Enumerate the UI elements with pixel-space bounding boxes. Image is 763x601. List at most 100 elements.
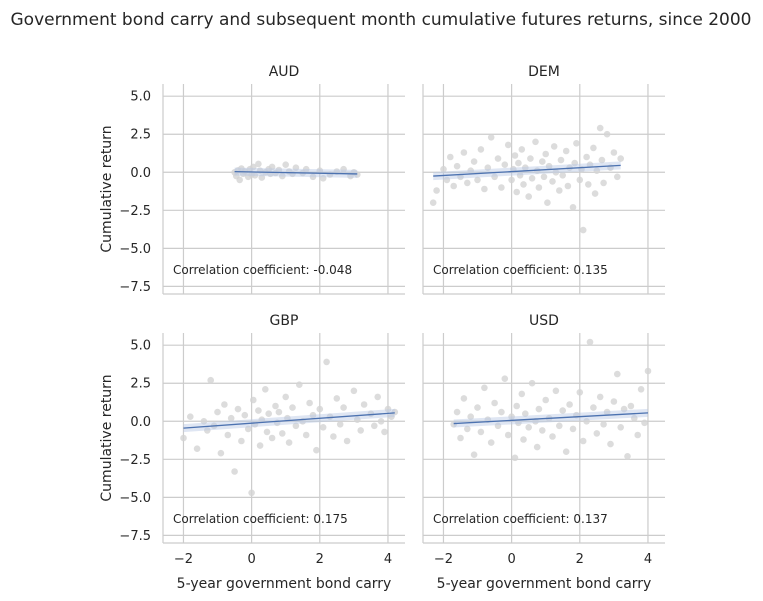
data-point — [600, 421, 607, 428]
data-point — [360, 401, 368, 408]
data-point — [624, 453, 631, 460]
data-point — [474, 176, 481, 184]
data-point — [268, 163, 276, 171]
y-tick-label: 0.0 — [130, 415, 151, 430]
correlation-label: Correlation coefficient: 0.137 — [433, 512, 608, 526]
data-point — [520, 181, 527, 188]
data-point — [309, 173, 317, 181]
y-tick-label: 0.0 — [130, 166, 151, 181]
data-point — [528, 379, 536, 387]
data-point — [527, 155, 534, 162]
data-point — [336, 421, 344, 428]
y-tick-label: 5.0 — [130, 90, 151, 105]
data-point — [258, 174, 266, 181]
x-tick-label: 2 — [576, 552, 584, 567]
data-point — [484, 164, 492, 171]
data-point — [498, 184, 505, 191]
data-point — [282, 161, 290, 168]
data-point — [316, 167, 324, 174]
data-point — [284, 414, 291, 422]
data-point — [207, 376, 214, 384]
figure-title: Government bond carry and subsequent mon… — [11, 10, 752, 30]
data-point — [491, 173, 498, 181]
data-point — [614, 173, 621, 181]
data-point — [350, 387, 358, 395]
data-point — [579, 226, 587, 234]
regression-line — [183, 412, 395, 429]
data-point — [569, 204, 577, 211]
data-point — [256, 442, 264, 449]
panel-gbp: GBP Correlation coefficient: 0.175 5.0 2.5 0… — [99, 313, 405, 592]
data-point — [255, 407, 262, 414]
data-point — [590, 144, 597, 152]
data-point — [227, 414, 235, 422]
data-point — [474, 404, 481, 411]
correlation-label: Correlation coefficient: 0.175 — [173, 512, 348, 526]
data-point — [292, 164, 300, 171]
data-point — [637, 386, 645, 393]
data-point — [593, 167, 601, 174]
data-point — [564, 182, 572, 190]
data-point — [487, 134, 495, 141]
data-point — [573, 140, 580, 147]
data-point — [586, 338, 594, 346]
data-point — [511, 454, 519, 462]
data-point — [217, 449, 225, 457]
data-point — [306, 399, 313, 407]
data-point — [302, 165, 310, 173]
y-axis-label: Cumulative return — [99, 374, 115, 501]
data-point — [391, 408, 399, 416]
data-point — [309, 411, 317, 419]
data-point — [250, 163, 257, 171]
data-point — [518, 146, 526, 153]
data-point — [627, 402, 635, 410]
data-point — [617, 424, 624, 431]
data-point — [460, 395, 468, 402]
data-point — [296, 381, 303, 389]
data-point — [535, 184, 543, 191]
data-point — [520, 436, 527, 443]
data-point — [231, 468, 238, 475]
data-point — [571, 159, 578, 167]
data-point — [193, 445, 201, 453]
data-point — [549, 433, 556, 440]
data-point — [204, 427, 211, 434]
data-point — [511, 152, 519, 159]
y-tick-label: −5.0 — [119, 491, 151, 506]
data-point — [607, 440, 614, 448]
data-point — [559, 407, 566, 414]
y-tick-label: −7.5 — [119, 280, 151, 295]
data-point — [556, 187, 563, 194]
data-point — [540, 173, 548, 181]
data-point — [590, 404, 597, 411]
data-point — [187, 413, 194, 421]
data-point — [641, 419, 648, 427]
data-point — [513, 188, 520, 196]
data-point — [467, 167, 475, 174]
data-point — [579, 437, 587, 445]
data-point — [234, 405, 242, 413]
data-point — [443, 176, 451, 184]
data-point — [241, 411, 249, 419]
x-tick-label: 2 — [316, 552, 324, 567]
y-axis-label: Cumulative return — [99, 125, 115, 252]
data-point — [236, 176, 243, 184]
data-point — [374, 393, 382, 401]
panel-title: GBP — [270, 313, 299, 329]
y-tick-label: −2.5 — [119, 453, 151, 468]
panel-title: AUD — [269, 64, 300, 80]
data-point — [515, 159, 522, 167]
data-point — [450, 421, 458, 428]
data-point — [491, 399, 498, 407]
data-point — [593, 430, 601, 437]
data-point — [532, 138, 539, 146]
data-point — [460, 149, 468, 156]
data-point — [258, 416, 266, 424]
data-point — [535, 405, 543, 413]
data-point — [255, 160, 262, 168]
data-point — [354, 416, 361, 424]
data-point — [631, 414, 638, 422]
data-point — [279, 172, 286, 180]
data-point — [596, 393, 604, 401]
data-point — [248, 489, 255, 497]
